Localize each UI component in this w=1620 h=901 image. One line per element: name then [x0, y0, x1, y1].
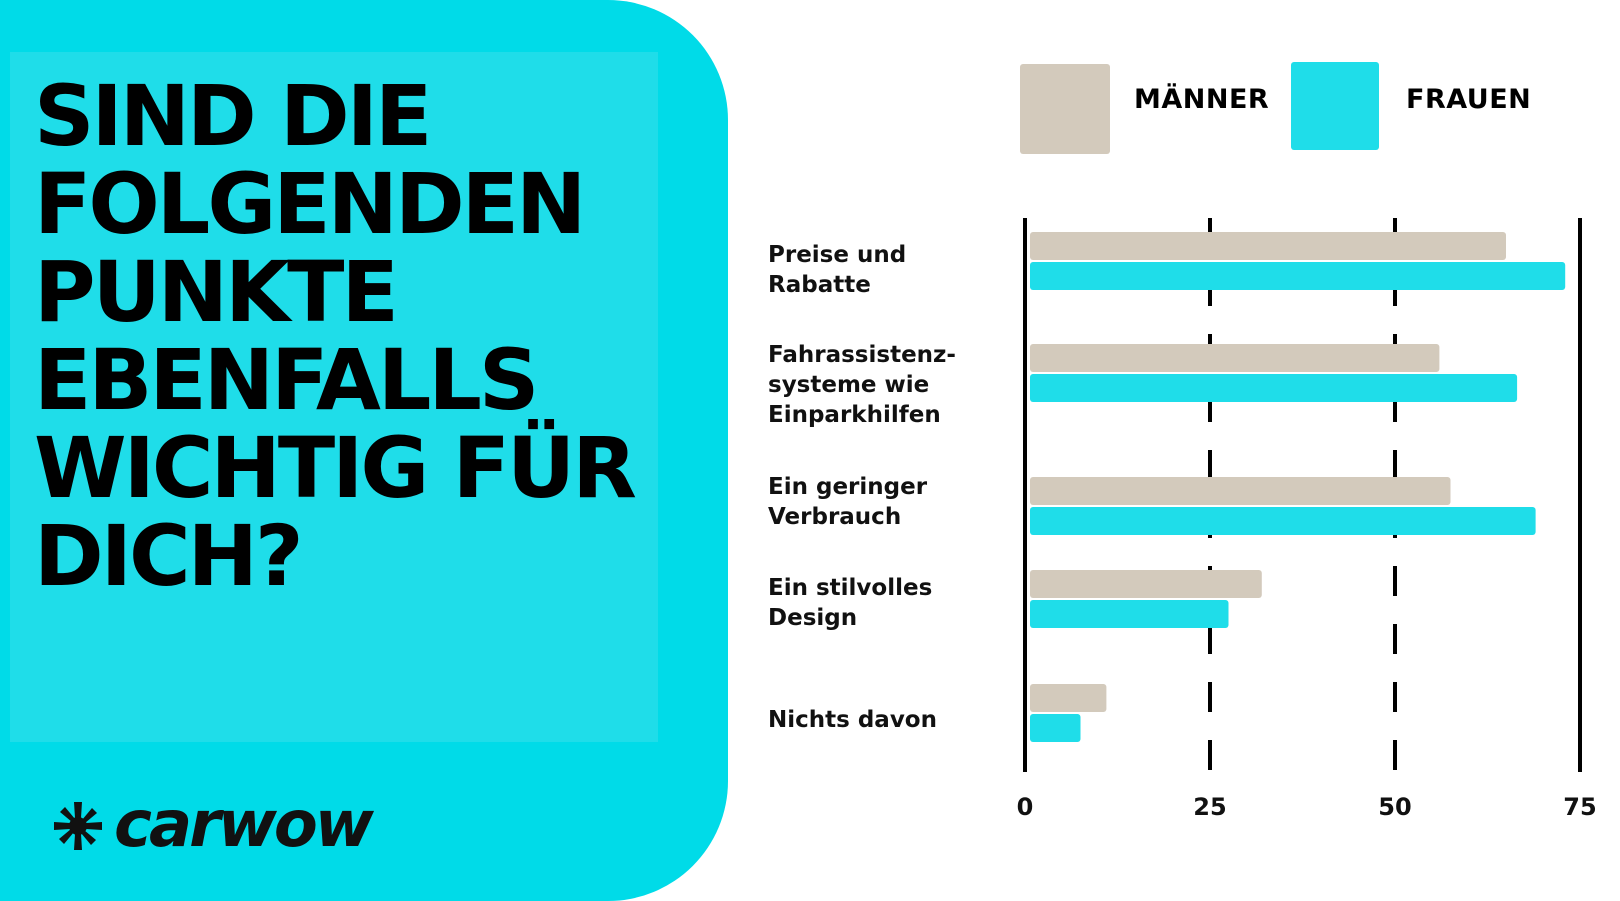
bar-men-3	[1030, 570, 1262, 598]
category-label-nichts: Nichts davon	[768, 707, 937, 733]
headline-box	[10, 52, 658, 742]
bar-women-2	[1030, 507, 1536, 535]
bar-women-0	[1030, 262, 1566, 290]
category-label-preise: Preise und Rabatte	[768, 242, 907, 298]
bar-women-1	[1030, 374, 1518, 402]
page-title: SIND DIE FOLGENDEN PUNKTE EBENFALLS WICH…	[34, 67, 637, 605]
category-label-verbrauch: Ein geringer Verbrauch	[768, 474, 928, 530]
bar-men-2	[1030, 477, 1451, 505]
legend-swatch-men	[1020, 64, 1110, 154]
x-tick-label-75: 75	[1563, 793, 1596, 821]
carwow-logo: carwow	[52, 788, 452, 862]
bar-men-0	[1030, 232, 1506, 260]
legend-swatch-women	[1291, 62, 1379, 150]
bar-women-3	[1030, 600, 1229, 628]
legend-label-women: FRAUEN	[1406, 84, 1532, 115]
category-label-design: Ein stilvolles Design	[768, 575, 933, 631]
legend-label-men: MÄNNER	[1134, 84, 1270, 115]
bar-men-4	[1030, 684, 1107, 712]
x-tick-label-50: 50	[1378, 793, 1411, 821]
brand-wordmark: carwow	[114, 788, 374, 862]
bar-men-1	[1030, 344, 1440, 372]
x-tick-label-0: 0	[1017, 793, 1034, 821]
x-tick-label-25: 25	[1193, 793, 1226, 821]
bar-women-4	[1030, 714, 1081, 742]
carwow-star-icon	[54, 802, 102, 850]
category-label-fahrassistenz: Fahrassistenz-systeme wie Einparkhilfen	[768, 342, 956, 428]
